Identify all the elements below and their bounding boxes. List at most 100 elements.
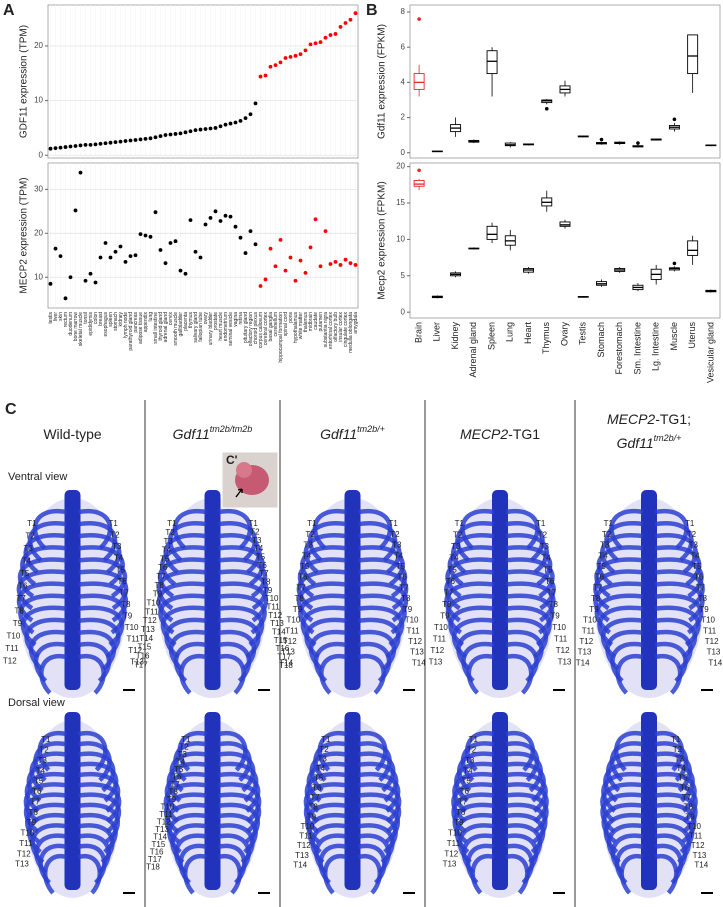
outlier <box>636 141 640 145</box>
vertebra-label: T11 <box>689 832 703 841</box>
x-tick-label: retina <box>238 312 244 325</box>
vertebra-label: T11 <box>19 839 33 848</box>
spine <box>641 712 657 890</box>
x-tick-label: cervix <box>168 312 174 326</box>
vertebra-label: T13 <box>130 658 144 667</box>
vertebra-label: T1 <box>469 735 479 744</box>
dot <box>263 277 268 282</box>
spine <box>204 490 221 690</box>
vertebra-label: T1 <box>27 519 37 528</box>
vertebra-label: T10 <box>448 829 462 838</box>
dot <box>328 262 333 266</box>
title-part: -TG1; <box>655 411 691 427</box>
vertebra-label: T16 <box>276 644 290 653</box>
x-tick-label: spinal cord <box>283 312 289 336</box>
rib <box>312 508 347 550</box>
dot <box>233 224 238 229</box>
title-part: Wild-type <box>43 426 102 442</box>
vertebra-label: T15 <box>274 636 288 645</box>
vertebra-label: T4 <box>690 551 700 560</box>
x-tick-label: Sm. Intestine <box>632 322 642 375</box>
x-tick-label: esophagus <box>103 312 109 337</box>
view-label: Ventral view <box>8 471 67 483</box>
vertebra-label: T12 <box>268 611 282 620</box>
vertebra-label: T5 <box>543 565 553 574</box>
vertebra-label: T12 <box>3 657 17 666</box>
vertebra-label: T5 <box>678 774 688 783</box>
plot-frame <box>47 4 359 159</box>
dot <box>163 261 168 266</box>
vertebra-label: T9 <box>440 611 450 620</box>
x-tick-label: ovary <box>203 312 209 325</box>
vertebra-label: T11 <box>554 634 568 643</box>
vertebra-label: T6 <box>118 577 128 586</box>
x-tick-label: testis <box>48 312 54 324</box>
dot <box>238 235 243 240</box>
vertebra-label: T3 <box>112 542 122 551</box>
column-title: Wild-type <box>43 426 102 442</box>
x-tick-label: appendix <box>143 312 149 333</box>
vertebra-label: T2 <box>453 531 463 540</box>
column-title: MECP2-TG1 <box>460 426 540 442</box>
dot <box>273 264 278 269</box>
dorsal-skeleton <box>23 712 122 898</box>
vertebra-label: T10 <box>147 599 161 608</box>
vertebra-label: T7 <box>458 797 468 806</box>
vertebra-label: T9 <box>307 812 317 821</box>
vertebra-label: T1 <box>167 519 177 528</box>
vertebra-label: T3 <box>304 541 314 550</box>
vertebra-label: T10 <box>434 623 448 632</box>
rib <box>505 605 552 647</box>
dot <box>48 281 53 286</box>
rib <box>596 545 644 587</box>
box <box>687 34 699 75</box>
x-tick-label: Adrenal gland <box>468 322 478 378</box>
vertebra-label: T3 <box>178 750 188 759</box>
x-tick-label: Kidney <box>450 322 460 350</box>
x-tick-label: olfactory bulb <box>333 312 339 342</box>
vertebra-label: T3 <box>540 542 550 551</box>
rib <box>505 782 549 824</box>
vertebra-label: T9 <box>550 611 560 620</box>
title-part: tm2b/+ <box>654 433 682 443</box>
box <box>413 73 425 90</box>
x-tick-label: lymph node <box>123 312 129 338</box>
dot <box>188 218 193 223</box>
spine <box>492 712 508 890</box>
dot <box>318 264 323 269</box>
dot <box>243 251 248 255</box>
dot <box>333 32 338 36</box>
dot <box>273 63 278 68</box>
vertebra-label: T12 <box>157 818 171 827</box>
dot <box>208 216 213 220</box>
x-tick-label: tonsil <box>83 312 89 324</box>
rib <box>179 653 207 695</box>
rib <box>603 761 644 803</box>
x-tick-label: Heart <box>523 322 533 345</box>
plot-frame <box>47 162 359 309</box>
y-axis-label: GDF11 expression (TPM) <box>19 25 30 138</box>
vertebra-label: T7 <box>156 572 166 581</box>
rib <box>23 782 67 824</box>
vertebra-label: T1 <box>109 519 119 528</box>
rib <box>654 508 689 550</box>
vertebra-label: T2 <box>319 745 329 754</box>
vertebra-label: T6 <box>158 563 168 572</box>
rib <box>319 653 347 695</box>
dot <box>108 140 113 145</box>
dot <box>313 41 318 46</box>
dot <box>288 255 293 260</box>
rib <box>323 853 348 895</box>
dot <box>118 244 123 249</box>
dot <box>298 52 303 57</box>
dot <box>343 257 348 262</box>
dot <box>313 217 318 222</box>
vertebra-label: T9 <box>123 611 133 620</box>
rib <box>470 853 495 895</box>
rib <box>654 853 679 895</box>
x-tick-label: Lg. Intestine <box>651 322 661 371</box>
dot <box>168 132 173 137</box>
dot <box>78 143 83 148</box>
y-tick-label: 20 <box>34 41 43 50</box>
dot <box>163 133 168 137</box>
